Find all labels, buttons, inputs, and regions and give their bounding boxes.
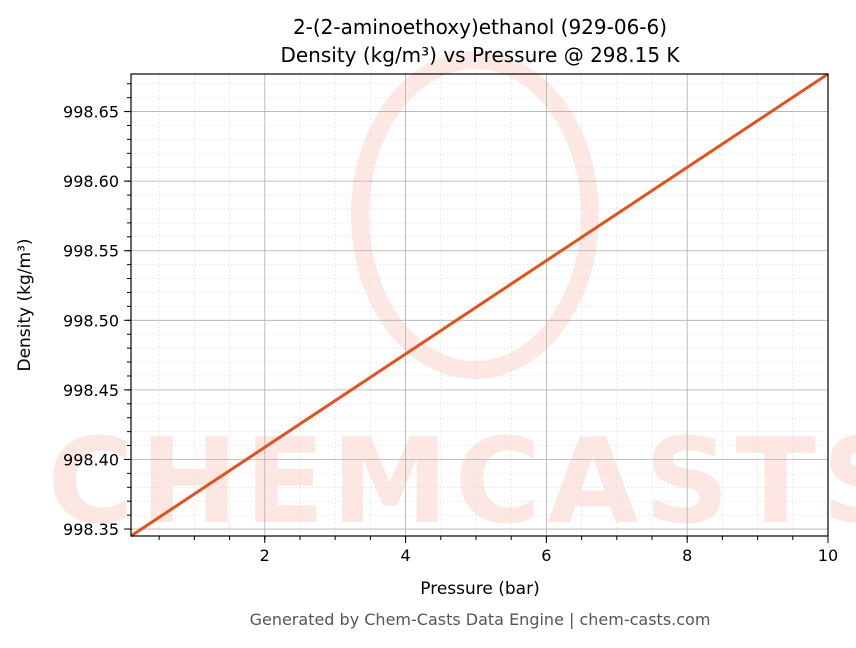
chart-title: 2-(2-aminoethoxy)ethanol (929-06-6) xyxy=(293,15,667,39)
x-tick-label: 4 xyxy=(400,546,410,565)
x-tick-label: 8 xyxy=(682,546,692,565)
y-tick-label: 998.65 xyxy=(63,103,119,122)
series-line xyxy=(130,72,829,538)
plot-frame xyxy=(130,73,829,537)
y-tick-label: 998.35 xyxy=(63,520,119,539)
y-tick-label: 998.55 xyxy=(63,242,119,261)
y-axis-label: Density (kg/m³) xyxy=(15,238,35,371)
y-tick-label: 998.45 xyxy=(63,381,119,400)
x-axis-label: Pressure (bar) xyxy=(420,579,539,599)
x-tick-label: 10 xyxy=(818,546,838,565)
chart-subtitle: Density (kg/m³) vs Pressure @ 298.15 K xyxy=(280,43,680,67)
watermark-text: CHEMCASTS xyxy=(47,412,856,550)
ticks: 2 4 6 8 10 998.35 998.40 998.45 998.50 998.55 998.… xyxy=(63,83,838,565)
x-tick-label: 2 xyxy=(260,546,270,565)
footer-text: Generated by Chem-Casts Data Engine | ch… xyxy=(250,610,711,629)
y-tick-label: 998.40 xyxy=(63,450,119,469)
x-tick-label: 6 xyxy=(541,546,551,565)
y-tick-label: 998.50 xyxy=(63,311,119,330)
y-tick-label: 998.60 xyxy=(63,172,119,191)
watermark: CHEMCASTS xyxy=(47,51,856,550)
grid xyxy=(131,74,829,536)
